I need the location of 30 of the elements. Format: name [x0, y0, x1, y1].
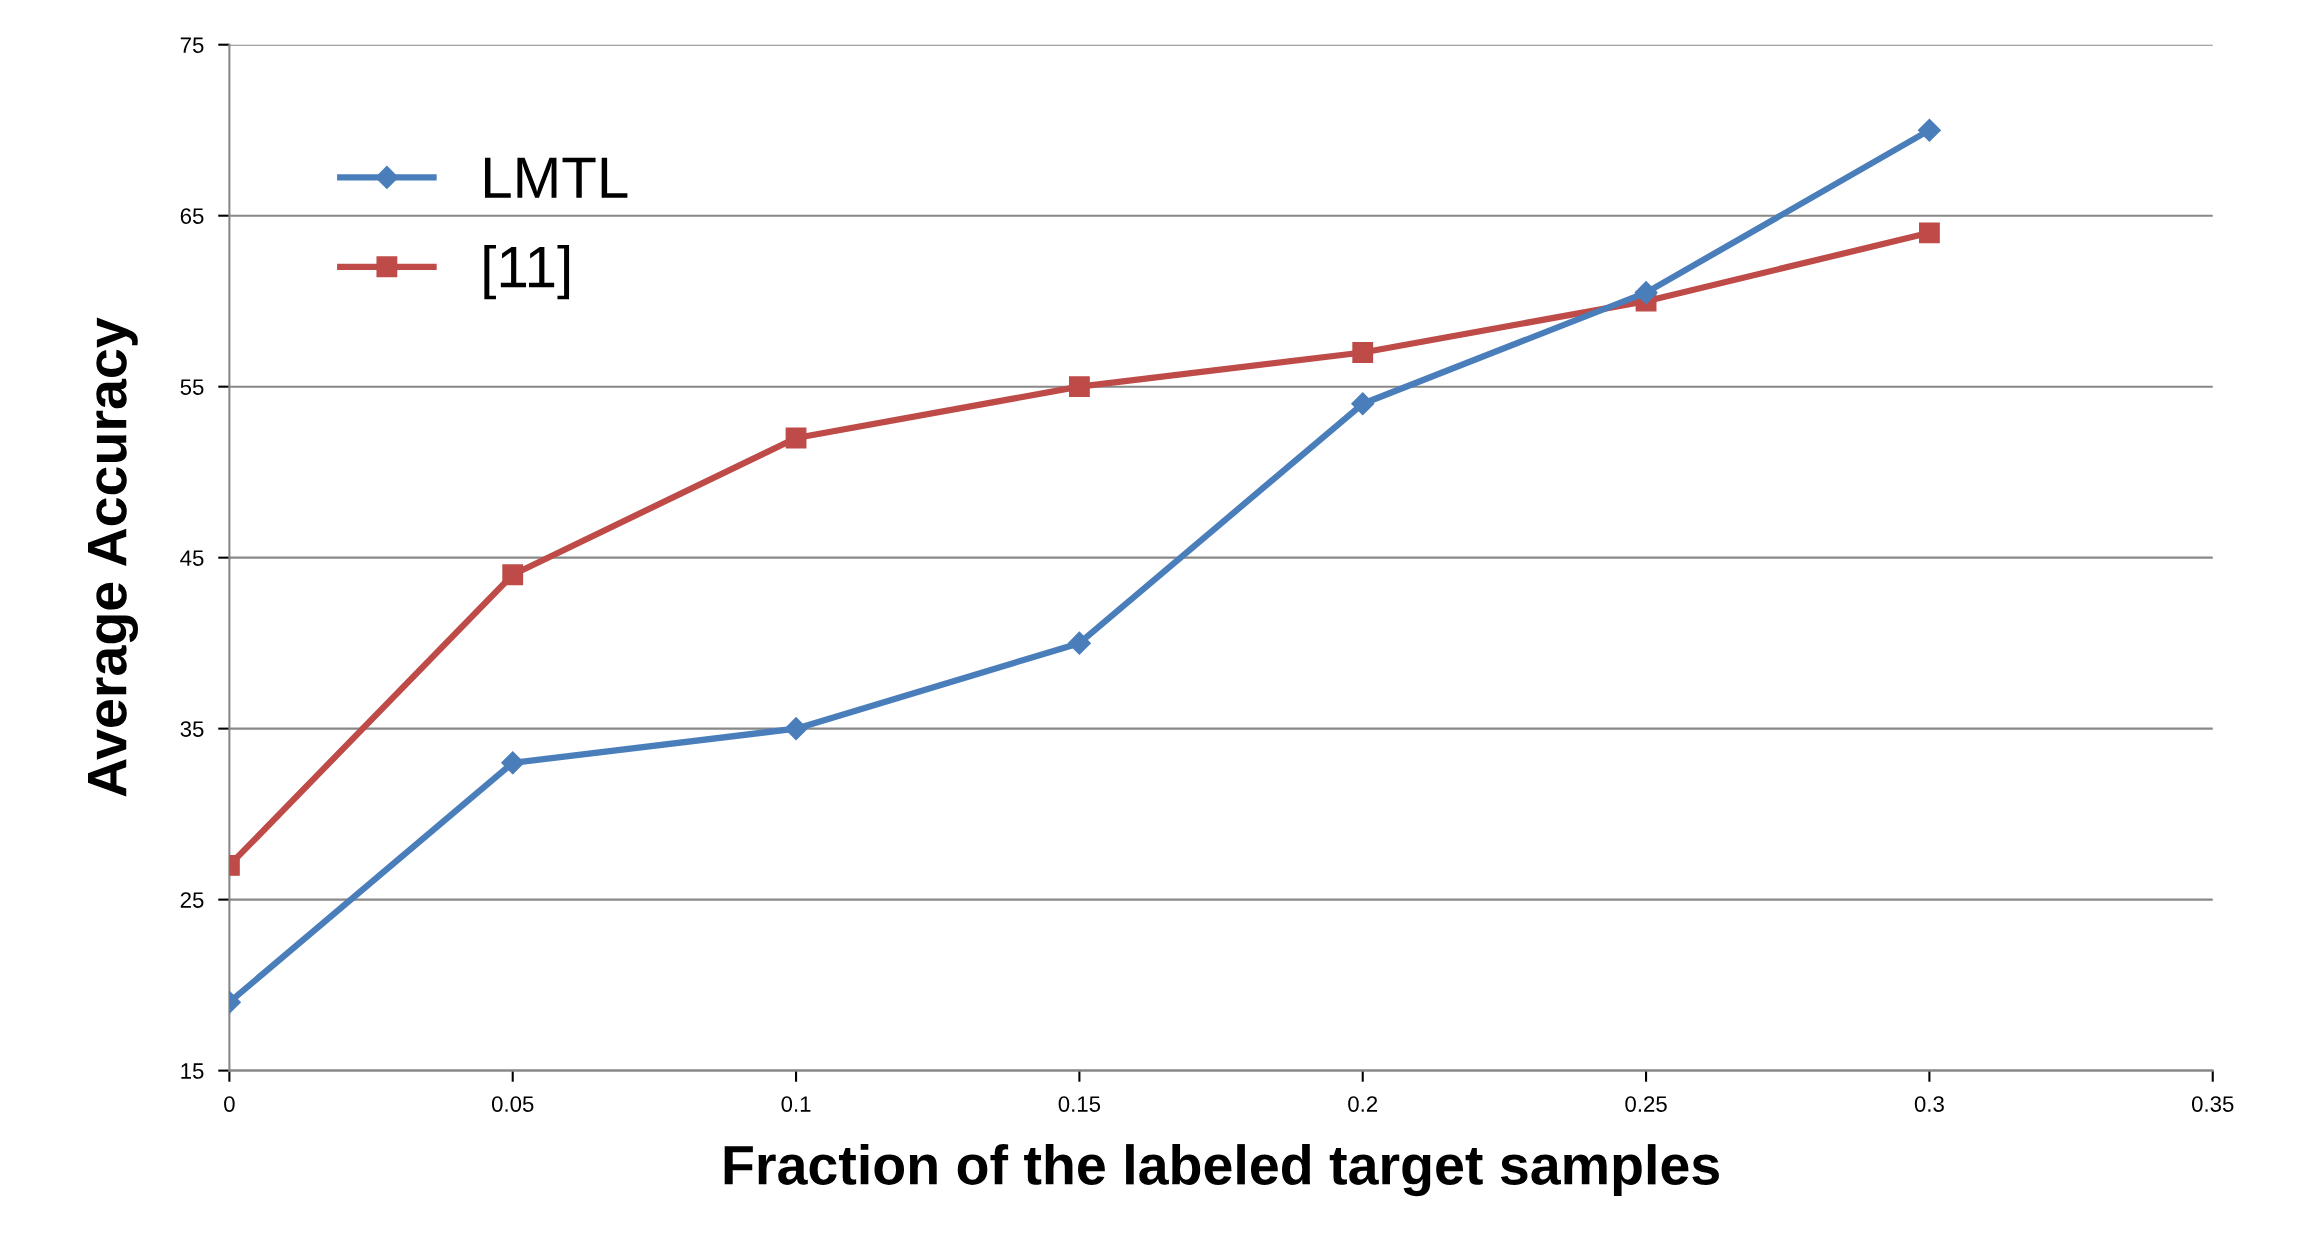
x-tick-label: 0.15: [1058, 1096, 1101, 1112]
point: [1352, 342, 1374, 363]
point: [1918, 222, 1940, 244]
x-tick-label: 0.3: [1914, 1096, 1944, 1112]
point: [1068, 376, 1090, 398]
x-tick-label: 0.2: [1348, 1096, 1378, 1112]
y-tick-label: 35: [180, 721, 204, 737]
x-tick-label: 0.05: [491, 1096, 534, 1112]
point: [1634, 281, 1658, 305]
x-axis-title: Fraction of the labeled target samples: [724, 1144, 1719, 1197]
y-axis-title: Average Accuracy: [88, 317, 138, 797]
x-tick-label: 0.25: [1625, 1096, 1667, 1112]
point: [1917, 118, 1941, 142]
point: [502, 564, 524, 586]
point: [784, 717, 808, 741]
x-tick-label: 0: [224, 1096, 235, 1112]
legend-label: [11]: [484, 244, 570, 300]
x-tick-label: 0.35: [2191, 1096, 2234, 1112]
point: [501, 751, 525, 775]
legend-label: LMTL: [485, 157, 628, 198]
point: [1351, 392, 1375, 416]
y-tick-label: 15: [181, 1063, 204, 1079]
x-tick-label: 0.1: [781, 1096, 811, 1112]
y-tick-label: 45: [180, 550, 204, 566]
y-tick-label: 25: [180, 892, 204, 908]
y-tick-label: 55: [180, 379, 204, 395]
point: [785, 427, 807, 449]
point: [1067, 631, 1091, 655]
y-tick-label: 65: [180, 208, 204, 224]
y-tick-label: 75: [180, 37, 204, 53]
